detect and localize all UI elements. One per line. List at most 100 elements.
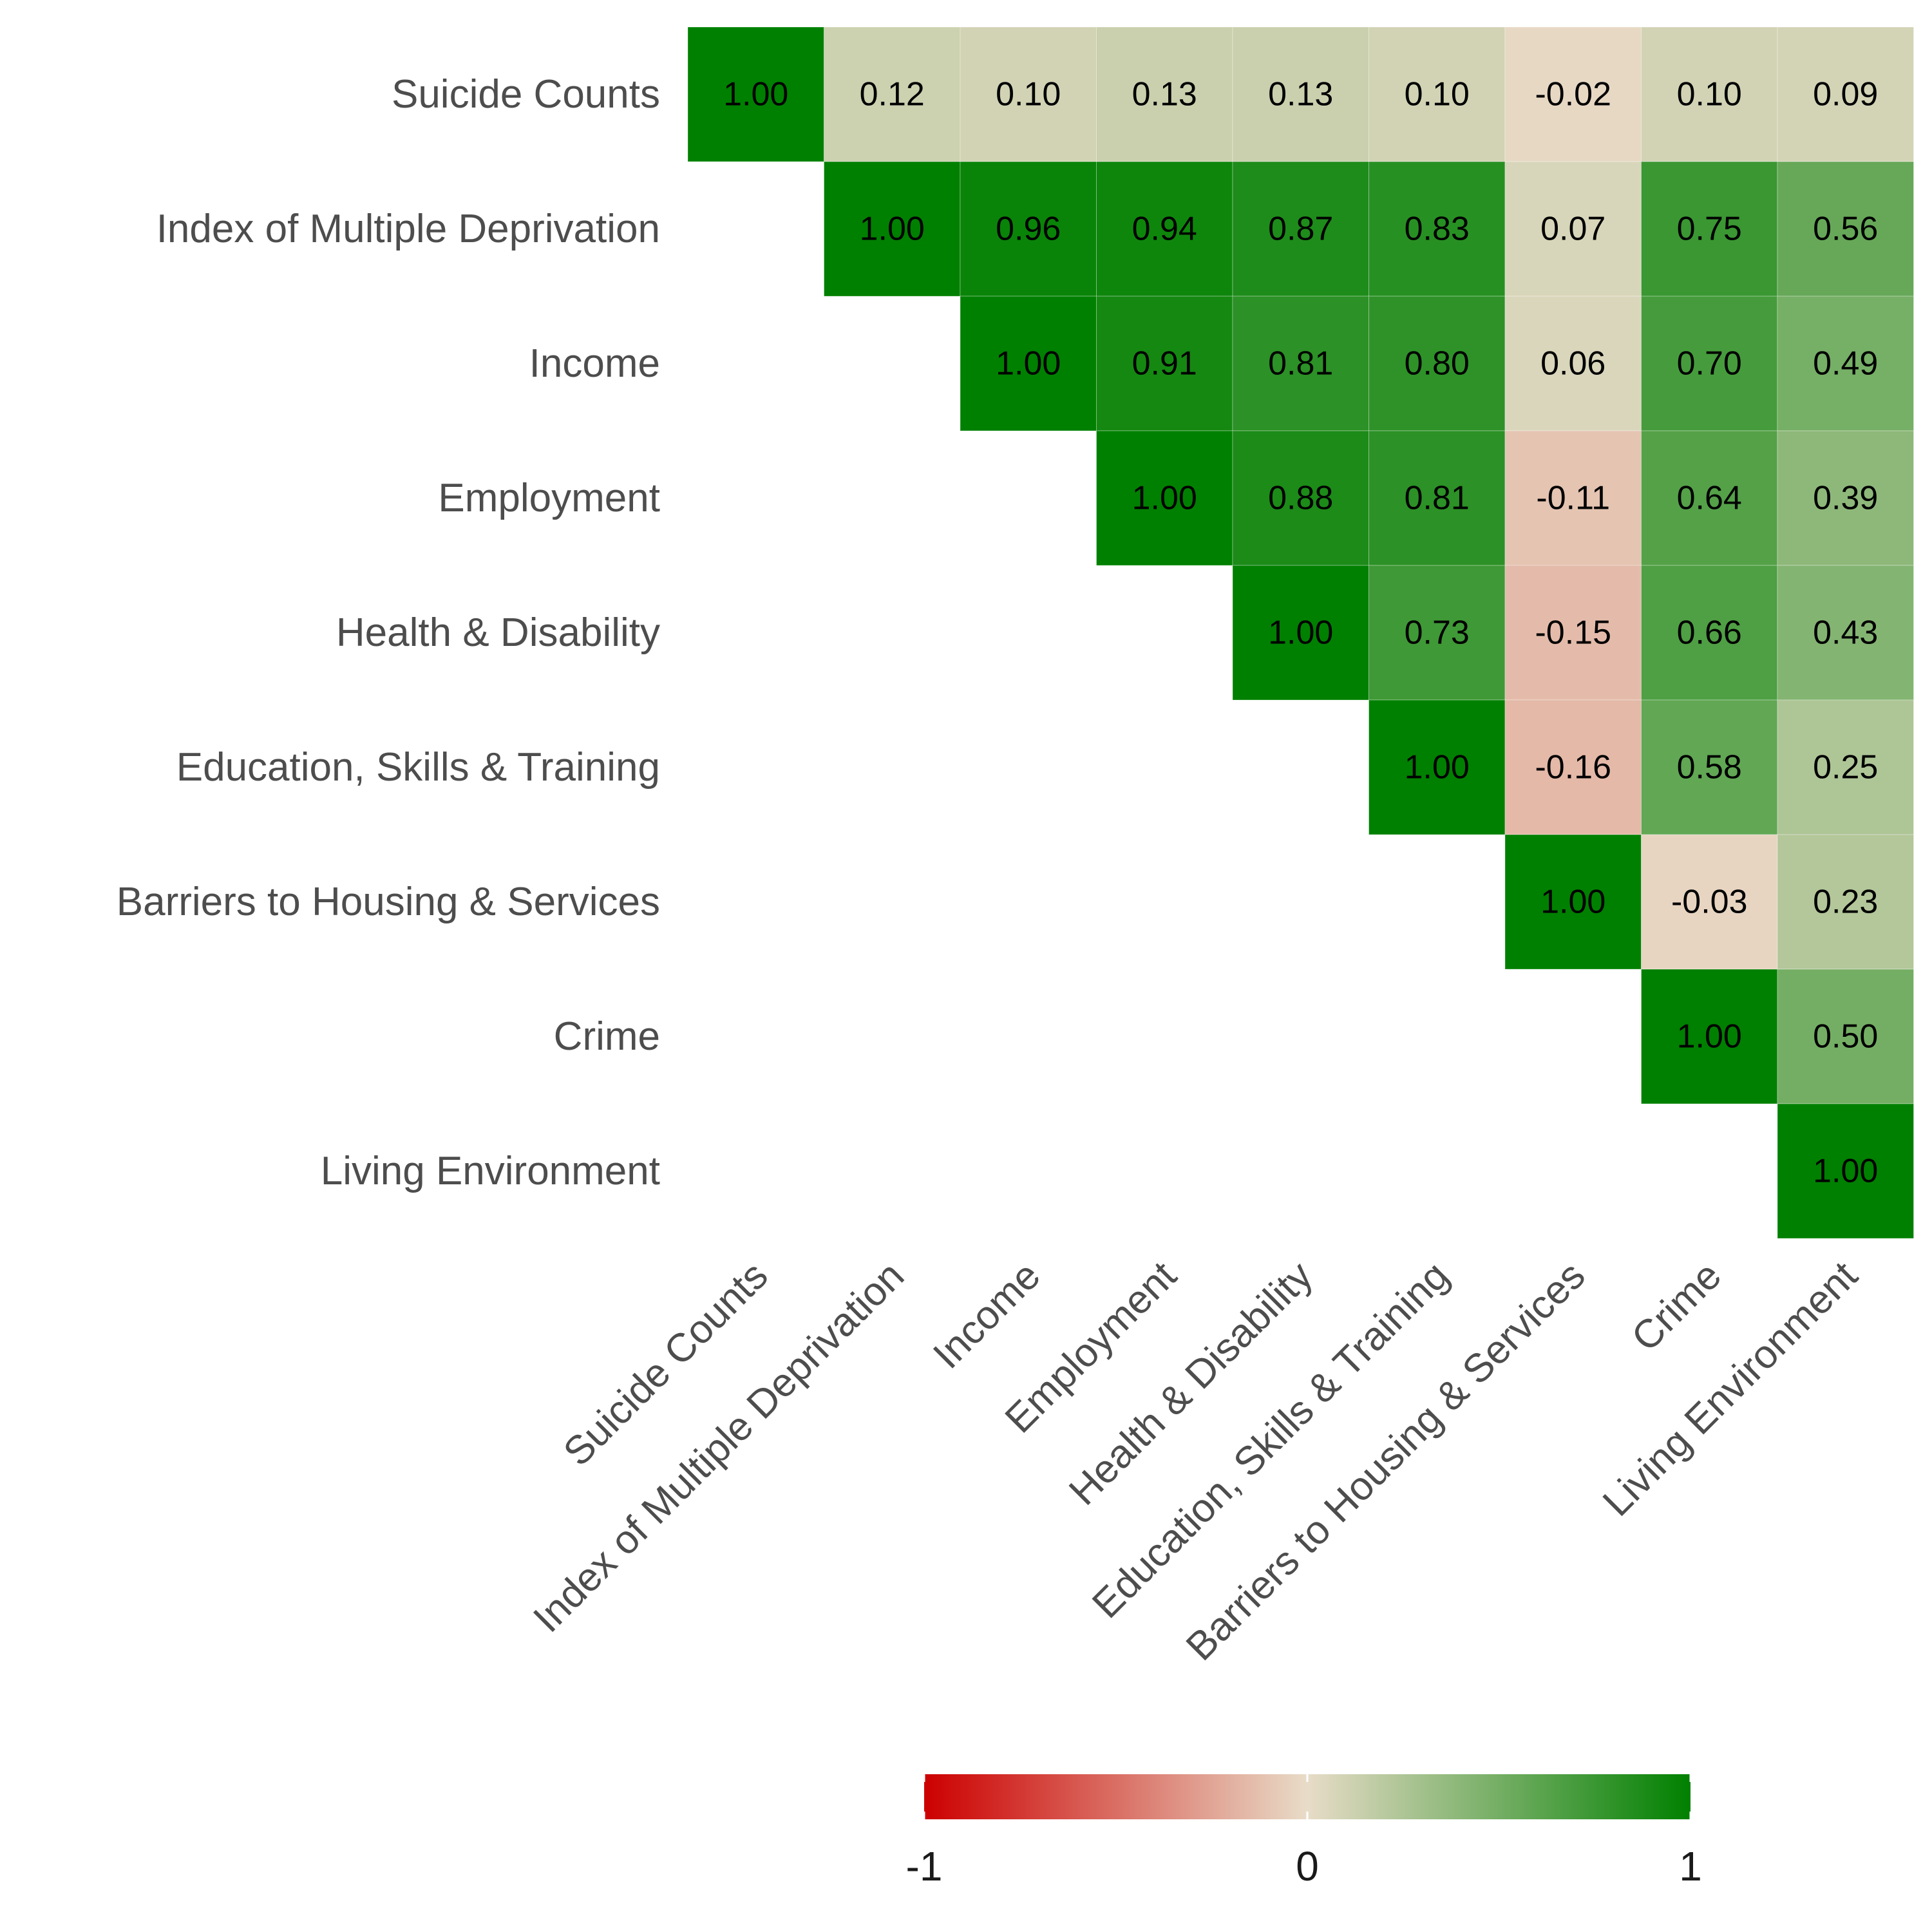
heatmap-cell bbox=[1232, 565, 1369, 701]
heatmap-cell bbox=[1777, 834, 1914, 970]
heatmap-cell bbox=[1368, 430, 1506, 566]
cell-value-label: 0.06 bbox=[1540, 345, 1605, 383]
cell-value-label: 0.73 bbox=[1405, 614, 1470, 652]
heatmap-cell bbox=[1368, 296, 1506, 431]
col-label-crime: Crime bbox=[1623, 1253, 1730, 1360]
cell-value-label: 0.58 bbox=[1677, 749, 1742, 786]
legend-tick-label: 0 bbox=[1296, 1843, 1319, 1889]
cell-value-label: 0.81 bbox=[1405, 480, 1470, 517]
row-label-education-skills-and-training: Education, Skills & Training bbox=[176, 745, 660, 790]
col-label-living-environment: Living Environment bbox=[1595, 1253, 1866, 1525]
row-labels: Suicide Counts Index of Multiple Deprivat… bbox=[117, 72, 660, 1193]
cell-value-label: 0.49 bbox=[1813, 345, 1878, 383]
col-label-health-and-disability: Health & Disability bbox=[1061, 1253, 1321, 1514]
cell-value-label: 0.70 bbox=[1677, 345, 1742, 383]
row-label-income: Income bbox=[529, 341, 660, 386]
cell-value-label: 0.94 bbox=[1132, 211, 1197, 248]
cell-value-label: 0.13 bbox=[1132, 76, 1197, 113]
heatmap-cell bbox=[1777, 1103, 1914, 1239]
cell-value-label: 0.75 bbox=[1677, 211, 1742, 248]
heatmap-cell bbox=[1777, 296, 1914, 431]
heatmap-cell bbox=[1504, 699, 1642, 835]
heatmap-cell bbox=[960, 296, 1097, 431]
heatmap-cell bbox=[1641, 296, 1778, 431]
cell-value-label: 0.81 bbox=[1268, 345, 1333, 383]
heatmap-cell bbox=[1641, 699, 1778, 835]
cell-value-label: 0.50 bbox=[1813, 1018, 1878, 1056]
row-label-index-of-multiple-deprivation: Index of Multiple Deprivation bbox=[156, 207, 660, 251]
heatmap-cell bbox=[1641, 430, 1778, 566]
cell-value-label: 0.25 bbox=[1813, 749, 1878, 786]
heatmap-cell bbox=[1368, 26, 1506, 162]
heatmap-cell bbox=[1232, 26, 1369, 162]
cell-value-label: 1.00 bbox=[1405, 749, 1470, 786]
cell-value-label: 0.07 bbox=[1540, 211, 1605, 248]
heatmap-cell bbox=[1096, 161, 1233, 297]
cell-value-label: 0.10 bbox=[1677, 76, 1742, 113]
cell-value-label: 1.00 bbox=[1268, 614, 1333, 652]
cell-value-label: 1.00 bbox=[723, 76, 788, 113]
cell-value-label: -0.15 bbox=[1535, 614, 1611, 652]
cell-value-label: 0.87 bbox=[1268, 211, 1333, 248]
cell-value-label: 0.09 bbox=[1813, 76, 1878, 113]
cell-value-label: -0.03 bbox=[1671, 884, 1748, 921]
cell-value-label: 0.80 bbox=[1405, 345, 1470, 383]
heatmap-cell bbox=[687, 26, 824, 162]
cell-value-label: 0.23 bbox=[1813, 884, 1878, 921]
heatmap-cell bbox=[1096, 430, 1233, 566]
row-label-barriers-to-housing-and-services: Barriers to Housing & Services bbox=[117, 880, 660, 924]
row-label-employment: Employment bbox=[438, 476, 660, 520]
heatmap-cell bbox=[1641, 969, 1778, 1104]
heatmap-cell bbox=[1641, 161, 1778, 297]
cell-value-label: -0.02 bbox=[1535, 76, 1611, 113]
col-label-income: Income bbox=[925, 1253, 1049, 1378]
row-label-suicide-counts: Suicide Counts bbox=[392, 72, 660, 117]
heatmap-cell bbox=[1777, 969, 1914, 1104]
row-label-living-environment: Living Environment bbox=[321, 1149, 660, 1193]
cell-value-label: -0.16 bbox=[1535, 749, 1611, 786]
cell-value-label: 0.10 bbox=[1405, 76, 1470, 113]
heatmap-cell bbox=[1504, 834, 1642, 970]
legend-tick-label: -1 bbox=[906, 1843, 943, 1889]
heatmap-cell bbox=[1096, 296, 1233, 431]
heatmap-cell bbox=[1504, 161, 1642, 297]
heatmap-cell bbox=[1641, 565, 1778, 701]
heatmap-cell bbox=[1504, 430, 1642, 566]
color-legend: -1 0 1 bbox=[906, 1774, 1702, 1889]
heatmap-cell bbox=[1504, 296, 1642, 431]
heatmap-cell bbox=[1641, 26, 1778, 162]
cell-value-label: 0.91 bbox=[1132, 345, 1197, 383]
cell-value-label: 0.96 bbox=[996, 211, 1061, 248]
heatmap-cell bbox=[1232, 430, 1369, 566]
heatmap-cell bbox=[960, 26, 1097, 162]
heatmap-cell bbox=[824, 161, 961, 297]
cell-value-label: 1.00 bbox=[860, 211, 925, 248]
cell-value-label: 0.39 bbox=[1813, 480, 1878, 517]
heatmap-cell bbox=[1232, 161, 1369, 297]
cell-value-label: 0.88 bbox=[1268, 480, 1333, 517]
heatmap-cell bbox=[1368, 161, 1506, 297]
cell-value-label: 0.56 bbox=[1813, 211, 1878, 248]
cell-value-label: 0.12 bbox=[860, 76, 925, 113]
row-label-health-and-disability: Health & Disability bbox=[336, 611, 660, 655]
legend-ticks: -1 0 1 bbox=[906, 1774, 1702, 1889]
heatmap-cell bbox=[1777, 565, 1914, 701]
heatmap-cell bbox=[1096, 26, 1233, 162]
heatmap-cell bbox=[824, 26, 961, 162]
heatmap-cell bbox=[1368, 699, 1506, 835]
cell-value-label: 1.00 bbox=[1677, 1018, 1742, 1056]
cell-value-label: 0.66 bbox=[1677, 614, 1742, 652]
heatmap-cell bbox=[1777, 699, 1914, 835]
heatmap-cell bbox=[1777, 161, 1914, 297]
cell-value-label: 1.00 bbox=[1132, 480, 1197, 517]
cell-value-label: 0.10 bbox=[996, 76, 1061, 113]
legend-tick-label: 1 bbox=[1679, 1843, 1702, 1889]
heatmap-cell bbox=[1232, 296, 1369, 431]
cell-value-label: 0.43 bbox=[1813, 614, 1878, 652]
cell-value-label: -0.11 bbox=[1536, 480, 1610, 517]
heatmap-cell bbox=[1777, 430, 1914, 566]
cell-value-label: 1.00 bbox=[996, 345, 1061, 383]
cell-value-label: 0.13 bbox=[1268, 76, 1333, 113]
